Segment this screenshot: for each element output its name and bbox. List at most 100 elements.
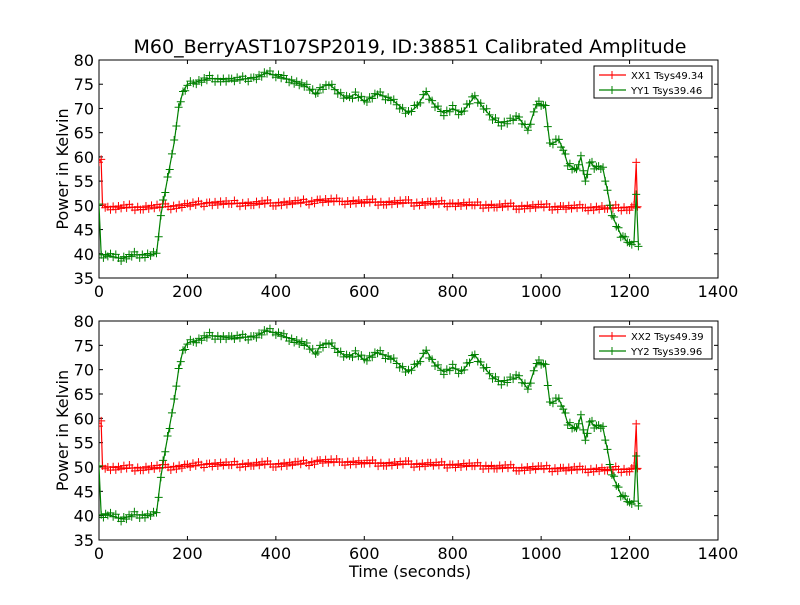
data-point [526, 379, 535, 388]
data-point [460, 107, 469, 116]
data-point [614, 223, 623, 232]
data-point [357, 351, 366, 360]
data-point [336, 347, 345, 356]
data-point [176, 357, 185, 366]
data-point [170, 136, 179, 145]
data-point [543, 381, 552, 390]
data-point [161, 188, 170, 197]
data-point [451, 106, 460, 115]
legend-label: YY1 Tsys39.46 [630, 86, 702, 97]
y-tick-label: 70 [74, 361, 94, 380]
data-point [439, 370, 448, 379]
data-point [565, 418, 574, 427]
data-point [561, 408, 570, 417]
y-tick-label: 50 [74, 196, 94, 215]
data-point [541, 360, 550, 369]
y-tick-label: 65 [74, 385, 94, 404]
data-point [451, 364, 460, 373]
data-point [465, 99, 474, 108]
data-point [428, 355, 437, 364]
legend-box [593, 326, 713, 360]
data-point [503, 378, 512, 387]
data-point [313, 347, 322, 356]
y-tick-label: 55 [74, 434, 94, 453]
x-axis-label: Time (seconds) [348, 562, 471, 581]
legend-box [593, 65, 713, 99]
data-point [476, 99, 485, 108]
data-point [416, 357, 425, 366]
data-point [482, 363, 491, 372]
data-point [548, 140, 557, 149]
data-point [485, 110, 494, 119]
data-point [163, 432, 172, 441]
y-tick-label: 40 [74, 245, 94, 264]
data-point [362, 356, 371, 365]
data-point [351, 346, 360, 355]
data-point [587, 157, 596, 166]
data-point [156, 211, 165, 220]
data-point [581, 436, 590, 445]
data-point [398, 362, 407, 371]
data-point [163, 172, 172, 181]
data-point [362, 98, 371, 107]
x-tick-label: 1400 [698, 282, 739, 301]
data-point [599, 422, 608, 431]
data-point [170, 394, 179, 403]
data-point [433, 360, 442, 369]
data-point [548, 399, 557, 408]
x-tick-label: 1000 [521, 544, 562, 563]
data-point [515, 112, 524, 121]
data-point [156, 473, 165, 482]
data-point [122, 515, 131, 524]
data-point [603, 186, 612, 195]
y-tick-label: 35 [74, 269, 94, 288]
series-2 [99, 66, 643, 265]
data-point [445, 107, 454, 116]
data-point [632, 452, 641, 461]
data-point [398, 103, 407, 112]
data-point [351, 88, 360, 97]
data-point [389, 354, 398, 363]
y-tick-label: 50 [74, 458, 94, 477]
data-point [202, 76, 211, 85]
data-point [470, 91, 479, 100]
data-point [621, 492, 630, 501]
data-point [165, 165, 174, 174]
y-axis-label: Power in Kelvin [53, 108, 72, 229]
data-point [523, 385, 532, 394]
data-point [416, 98, 425, 107]
data-point [583, 170, 592, 179]
data-point [99, 461, 103, 470]
data-point [543, 122, 552, 131]
data-point [167, 149, 176, 158]
legend-marker [608, 71, 616, 79]
data-point [633, 202, 642, 211]
legend-marker [608, 86, 616, 94]
data-point [587, 416, 596, 425]
x-tick-label: 400 [261, 282, 292, 301]
y-tick-label: 65 [74, 124, 94, 143]
series-1 [99, 416, 642, 477]
data-point [348, 353, 357, 362]
data-point [433, 102, 442, 111]
data-point [183, 81, 192, 90]
data-point [197, 78, 206, 87]
data-point [436, 366, 445, 375]
data-point [599, 163, 608, 172]
data-point [605, 201, 614, 210]
data-point [445, 366, 454, 375]
axes-frame [98, 320, 719, 541]
x-tick-label: 1200 [609, 544, 650, 563]
data-point [523, 126, 532, 135]
data-point [621, 232, 630, 241]
y-tick-label: 75 [74, 75, 94, 94]
legend: XX1 Tsys49.34 YY1 Tsys39.46 [593, 65, 713, 99]
data-point [497, 380, 506, 389]
data-point [572, 424, 581, 433]
legend-marker [608, 332, 616, 340]
data-point [308, 85, 317, 94]
data-point [422, 87, 431, 96]
data-point [127, 252, 136, 261]
